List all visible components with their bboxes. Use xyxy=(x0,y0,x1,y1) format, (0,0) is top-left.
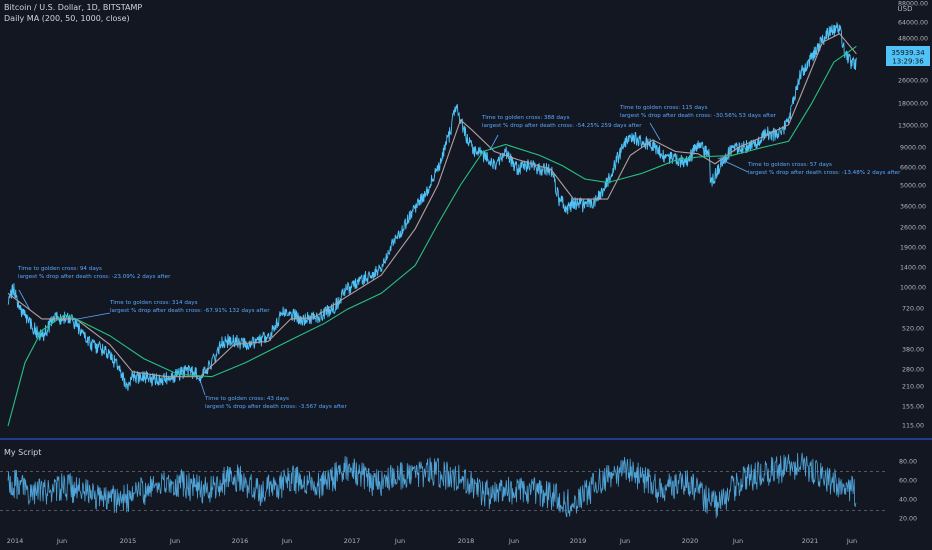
price-tick-label: 280.00 xyxy=(902,367,924,374)
price-tick-label: 6600.00 xyxy=(900,165,926,172)
annotation-text: largest % drop after death cross: -3.567… xyxy=(205,404,347,410)
series-osc xyxy=(7,452,857,519)
time-tick-label: Jun xyxy=(281,537,292,545)
time-tick-label: Jun xyxy=(394,537,405,545)
price-tick-label: 1400.00 xyxy=(900,265,926,272)
price-tick-label: 720.00 xyxy=(902,306,924,313)
osc-tick-label: 40.00 xyxy=(899,497,917,504)
price-tick-label: 1900.00 xyxy=(900,245,926,252)
currency-label: USD xyxy=(898,5,913,13)
annotation-pointer xyxy=(18,289,31,311)
time-tick-label: Jun xyxy=(846,537,857,545)
time-tick-label: 2016 xyxy=(232,537,249,545)
annotation-pointer xyxy=(649,122,661,141)
time-tick-label: Jun xyxy=(619,537,630,545)
annotation-text: largest % drop after death cross: -54.25… xyxy=(482,123,642,129)
price-tick-label: 88000.00 xyxy=(898,1,928,8)
annotation-text: largest % drop after death cross: -23.09… xyxy=(18,274,171,280)
annotation-4: Time to golden cross: 388 days largest % … xyxy=(481,115,642,151)
price-tick-label: 13000.00 xyxy=(898,123,928,130)
annotation-1: Time to golden cross: 94 days largest % d… xyxy=(17,266,171,311)
time-tick-label: 2020 xyxy=(682,537,699,545)
annotation-text: largest % drop after death cross: -13.48… xyxy=(748,170,901,176)
price-tick-label: 18000.00 xyxy=(898,101,928,108)
osc-tick-label: 60.00 xyxy=(899,478,917,485)
price-tick-label: 48000.00 xyxy=(898,36,928,43)
annotation-2: Time to golden cross: 314 days largest % … xyxy=(71,300,270,321)
price-badge-countdown: 13:29:36 xyxy=(892,58,924,66)
price-tick-label: 3600.00 xyxy=(900,204,926,211)
series-ma-fast xyxy=(7,33,857,378)
annotation-6: Time to golden cross: 57 days largest % d… xyxy=(717,157,901,176)
time-tick-label: 2017 xyxy=(344,537,361,545)
price-tick-label: 115.00 xyxy=(902,423,924,430)
price-tick-label: 5000.00 xyxy=(900,183,926,190)
annotation-pointer xyxy=(717,157,749,173)
price-axis[interactable]: 88000.00 64000.00 48000.00 26000.00 18000.00… xyxy=(898,1,928,430)
annotation-5: Time to golden cross: 115 days largest % … xyxy=(619,105,777,141)
price-tick-label: 9000.00 xyxy=(900,145,926,152)
price-tick-label: 210.00 xyxy=(902,384,924,391)
oscillator-pane: 80.00 60.00 40.00 20.00 xyxy=(0,452,917,523)
time-tick-label: 2021 xyxy=(802,537,819,545)
annotation-pointer xyxy=(489,134,499,151)
time-tick-label: Jun xyxy=(56,537,67,545)
time-tick-label: 2018 xyxy=(458,537,475,545)
price-pane xyxy=(7,21,857,427)
time-tick-label: Jun xyxy=(508,537,519,545)
time-axis[interactable]: 2014 Jun 2015 Jun 2016 Jun 2017 Jun 2018 Jun 2019 J… xyxy=(7,537,857,545)
annotation-text: largest % drop after death cross: -67.91… xyxy=(110,308,270,314)
annotation-text: Time to golden cross: 43 days xyxy=(204,396,289,402)
annotation-text: Time to golden cross: 94 days xyxy=(17,266,102,272)
indicator-title[interactable]: Daily MA (200, 50, 1000, close) xyxy=(4,14,130,23)
price-badge: 35939.34 13:29:36 xyxy=(886,46,930,66)
oscillator-title: My Script xyxy=(4,448,41,457)
annotations-layer: Time to golden cross: 94 days largest % d… xyxy=(17,105,901,410)
annotation-text: Time to golden cross: 388 days xyxy=(481,115,570,121)
price-tick-label: 26000.00 xyxy=(898,78,928,85)
price-tick-label: 155.00 xyxy=(902,404,924,411)
price-tick-label: 2600.00 xyxy=(900,225,926,232)
annotation-pointer xyxy=(71,312,111,321)
time-tick-label: Jun xyxy=(169,537,180,545)
osc-tick-label: 20.00 xyxy=(899,516,917,523)
annotation-text: Time to golden cross: 314 days xyxy=(109,300,198,306)
price-tick-label: 1000.00 xyxy=(900,285,926,292)
symbol-title: Bitcoin / U.S. Dollar, 1D, BITSTAMP xyxy=(4,3,143,12)
annotation-3: Time to golden cross: 43 days largest % d… xyxy=(199,379,347,410)
annotation-pointer xyxy=(199,379,206,396)
price-badge-value: 35939.34 xyxy=(891,49,925,57)
time-tick-label: 2015 xyxy=(120,537,137,545)
price-tick-label: 520.00 xyxy=(902,326,924,333)
annotation-text: largest % drop after death cross: -30.56… xyxy=(620,113,777,119)
time-tick-label: 2019 xyxy=(570,537,587,545)
time-tick-label: Jun xyxy=(732,537,743,545)
series-price xyxy=(7,21,857,391)
series-ma-slow xyxy=(7,45,857,427)
price-tick-label: 380.00 xyxy=(902,347,924,354)
annotation-text: Time to golden cross: 57 days xyxy=(747,162,832,168)
time-tick-label: 2014 xyxy=(7,537,24,545)
annotation-text: Time to golden cross: 115 days xyxy=(619,105,708,111)
price-tick-label: 64000.00 xyxy=(898,20,928,27)
osc-tick-label: 80.00 xyxy=(899,459,917,466)
